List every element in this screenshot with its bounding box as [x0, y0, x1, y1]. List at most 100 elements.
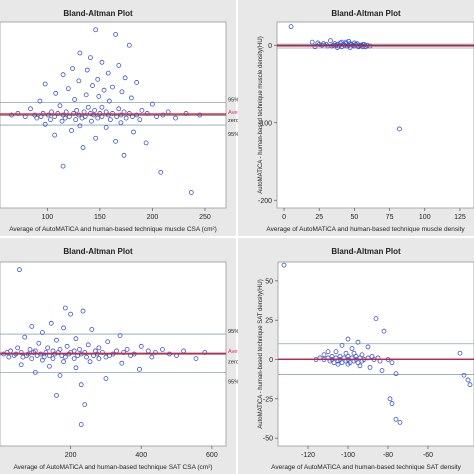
x-tick-label: 50 — [350, 214, 358, 221]
data-point — [103, 376, 109, 381]
data-point — [74, 107, 80, 113]
data-point — [29, 356, 35, 362]
data-point — [65, 86, 71, 92]
data-point — [128, 95, 134, 101]
data-point — [381, 328, 387, 334]
data-point — [29, 323, 35, 329]
data-point — [143, 140, 149, 146]
data-point — [39, 330, 45, 335]
x-tick-label: 400 — [135, 452, 147, 459]
data-point — [53, 90, 59, 96]
data-point — [85, 342, 91, 348]
data-point — [357, 363, 363, 369]
chart-title: Bland-Altman Plot — [63, 247, 133, 256]
x-tick-label: 125 — [454, 214, 466, 221]
x-axis-label: Average of AutoMATiCA and human-based te… — [266, 226, 465, 233]
data-point — [126, 42, 132, 48]
x-tick-label: 0 — [282, 214, 286, 221]
data-point — [131, 129, 136, 135]
data-point — [193, 356, 199, 362]
y-tick-label: -200 — [258, 198, 272, 205]
data-point — [106, 98, 112, 104]
data-point — [60, 163, 66, 169]
chart-panel-3: Bland-Altman Plot 200 400 600 Average of Aut… — [0, 238, 267, 474]
data-point — [139, 107, 145, 113]
data-point — [85, 104, 91, 110]
data-point — [89, 327, 95, 332]
data-point — [80, 145, 86, 150]
data-point — [42, 121, 48, 127]
data-point — [103, 354, 109, 360]
x-tick-label: 150 — [94, 214, 106, 221]
data-point — [96, 94, 102, 99]
data-point — [113, 138, 119, 144]
x-tick-label: -60 — [423, 452, 433, 459]
data-point — [158, 169, 164, 175]
data-point — [39, 357, 45, 363]
data-point — [31, 350, 36, 355]
y-tick-label: -25 — [263, 396, 273, 403]
data-point — [461, 372, 467, 378]
data-point — [73, 117, 79, 123]
data-point — [20, 354, 26, 360]
y-axis-label: AutoMATiCA - human-based technique muscl… — [258, 36, 264, 193]
data-point — [43, 350, 49, 355]
x-axis-label: Average of AutoMATiCA and human-based te… — [13, 464, 212, 471]
data-point — [45, 345, 51, 351]
data-point — [321, 352, 327, 358]
y-tick-label: -100 — [258, 120, 272, 127]
data-point — [93, 27, 99, 33]
data-point — [345, 361, 351, 367]
y-tick-label: 0 — [268, 43, 272, 50]
data-point — [457, 350, 463, 356]
data-point — [325, 349, 331, 355]
data-point — [70, 66, 75, 71]
data-point — [337, 353, 343, 359]
data-point — [64, 343, 70, 349]
data-point — [59, 118, 65, 124]
data-point — [18, 362, 24, 368]
data-point — [76, 78, 82, 84]
data-point — [95, 76, 101, 82]
data-point — [329, 353, 335, 359]
data-point — [54, 392, 59, 398]
data-point — [69, 128, 74, 133]
data-point — [121, 350, 126, 355]
data-point — [119, 89, 125, 95]
x-tick-label: -100 — [341, 452, 355, 459]
x-tick-label: 200 — [65, 452, 77, 459]
x-tick-label: 100 — [41, 214, 53, 221]
data-point — [389, 401, 395, 406]
data-point — [160, 346, 165, 352]
chart-title: Bland-Altman Plot — [331, 247, 401, 256]
data-point — [57, 373, 63, 378]
data-point — [345, 336, 351, 342]
plot-area — [277, 261, 474, 447]
data-point — [60, 72, 66, 78]
data-point — [42, 81, 48, 87]
data-point — [105, 70, 111, 76]
data-point — [152, 350, 158, 355]
data-point — [101, 87, 107, 93]
x-tick-label: 100 — [419, 214, 431, 221]
chart-title: Bland-Altman Plot — [63, 9, 133, 18]
data-point — [331, 360, 337, 366]
data-point — [339, 360, 345, 366]
data-point — [188, 190, 194, 195]
data-point — [116, 106, 122, 112]
x-axis-label: Average of AutoMATiCA and human-based te… — [271, 464, 461, 471]
data-point — [50, 356, 56, 362]
data-point — [110, 84, 115, 90]
data-point — [281, 262, 287, 268]
data-point — [328, 38, 333, 43]
data-point — [118, 120, 124, 126]
data-point — [173, 115, 178, 121]
data-point — [121, 152, 127, 158]
y-tick-label: 50 — [265, 278, 273, 285]
data-point — [345, 353, 351, 359]
data-point — [353, 353, 359, 359]
data-point — [105, 339, 111, 345]
data-point — [73, 336, 79, 342]
data-point — [349, 346, 355, 351]
data-point — [34, 115, 40, 121]
